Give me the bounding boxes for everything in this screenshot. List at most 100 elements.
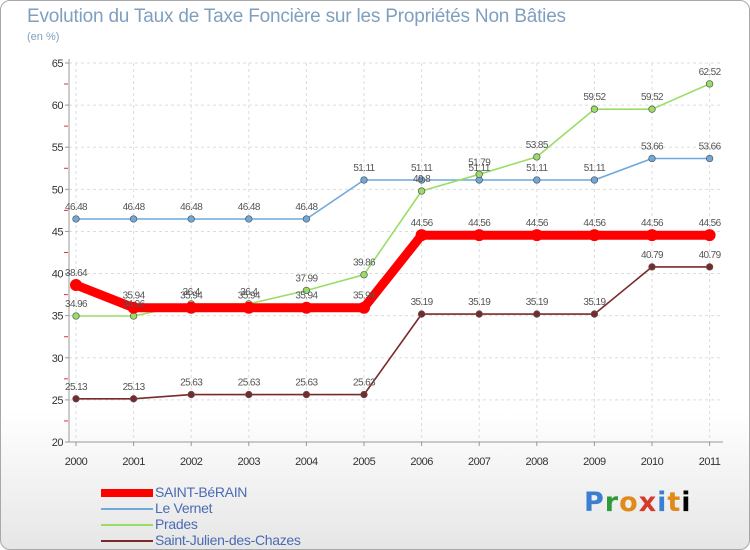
data-point-saint-b-rain <box>300 301 313 314</box>
data-point-saint-b-rain <box>473 229 486 242</box>
x-tick-label-2002: 2002 <box>180 456 203 468</box>
data-point-saint-julien-des-chazes <box>648 263 656 271</box>
data-point-prades <box>417 187 426 195</box>
data-label-saint-julien-des-chazes: 25.63 <box>180 378 203 389</box>
data-label-le-vernet: 51.11 <box>584 163 606 174</box>
data-label-le-vernet: 53.66 <box>641 142 664 153</box>
data-point-le-vernet <box>360 176 368 184</box>
legend-label-saint-berain: SAINT-BéRAIN <box>155 484 248 500</box>
data-point-saint-julien-des-chazes <box>72 395 80 403</box>
data-label-saint-b-rain: 44.56 <box>411 218 434 229</box>
data-label-saint-julien-des-chazes: 25.63 <box>295 378 318 389</box>
data-label-saint-b-rain: 38.64 <box>65 268 88 279</box>
data-point-saint-julien-des-chazes <box>302 390 311 399</box>
x-tick-label-2007: 2007 <box>468 456 491 468</box>
data-label-prades: 51.79 <box>468 157 491 168</box>
y-tick-label-55: 55 <box>52 142 64 154</box>
x-tick-label-2001: 2001 <box>122 456 145 468</box>
data-label-le-vernet: 51.11 <box>526 163 548 174</box>
data-point-saint-julien-des-chazes <box>245 390 253 399</box>
data-label-saint-b-rain: 44.56 <box>583 218 606 229</box>
data-point-le-vernet <box>705 154 714 163</box>
data-label-le-vernet: 46.48 <box>123 202 146 213</box>
data-label-saint-b-rain: 35.94 <box>295 291 318 302</box>
data-point-saint-b-rain <box>646 229 658 242</box>
legend-swatch-prades <box>101 524 153 526</box>
data-point-saint-b-rain <box>185 301 198 314</box>
series-line-saint-julien-des-chazes <box>75 266 711 400</box>
data-point-prades <box>302 286 311 295</box>
data-point-saint-b-rain <box>358 301 370 314</box>
data-point-prades <box>72 312 80 320</box>
y-axis-ticks: 20 25 30 35 40 45 50 55 60 65 <box>52 58 69 449</box>
legend-label-le-vernet: Le Vernet <box>155 500 213 516</box>
data-label-saint-b-rain: 44.56 <box>641 218 664 229</box>
data-point-prades <box>648 105 656 113</box>
data-point-le-vernet <box>245 215 253 223</box>
data-label-saint-julien-des-chazes: 35.19 <box>583 297 606 308</box>
data-label-saint-julien-des-chazes: 25.63 <box>353 378 376 389</box>
data-label-saint-julien-des-chazes: 35.19 <box>526 297 549 308</box>
grid <box>69 62 723 442</box>
data-point-saint-b-rain <box>242 301 255 314</box>
data-label-le-vernet: 51.11 <box>469 163 491 174</box>
data-label-saint-b-rain: 35.94 <box>238 291 261 302</box>
data-point-prades <box>475 170 483 178</box>
data-point-saint-b-rain <box>415 229 428 242</box>
data-label-prades: 37.99 <box>295 273 318 284</box>
legend-label-saint-julien: Saint-Julien-des-Chazes <box>155 532 301 548</box>
data-point-saint-b-rain <box>703 229 716 242</box>
data-point-saint-b-rain <box>70 279 82 292</box>
legend-swatch-saint-julien <box>101 540 153 542</box>
series-line-prades <box>75 83 711 317</box>
data-point-saint-julien-des-chazes <box>533 310 541 318</box>
data-label-le-vernet: 46.48 <box>65 202 88 213</box>
series-layer <box>70 80 716 403</box>
data-label-prades: 34.96 <box>123 299 146 310</box>
data-point-le-vernet <box>129 215 138 223</box>
data-point-saint-b-rain <box>588 229 601 242</box>
data-point-le-vernet <box>72 215 80 223</box>
data-label-saint-julien-des-chazes: 40.79 <box>699 250 722 261</box>
data-point-saint-julien-des-chazes <box>129 395 138 403</box>
data-label-le-vernet: 53.66 <box>699 142 722 153</box>
series-line-saint-b-rain <box>71 230 715 313</box>
series-prades <box>72 80 714 320</box>
data-label-saint-b-rain: 44.56 <box>468 218 491 229</box>
data-point-saint-b-rain <box>127 301 140 314</box>
data-point-prades <box>360 271 368 279</box>
data-point-le-vernet <box>187 215 195 223</box>
y-tick-label-50: 50 <box>52 184 64 196</box>
data-label-le-vernet: 51.11 <box>411 163 433 174</box>
y-tick-label-35: 35 <box>52 311 64 323</box>
data-label-prades: 53.85 <box>526 140 549 151</box>
data-point-saint-b-rain <box>530 229 543 242</box>
data-point-prades <box>533 153 541 161</box>
series-line-le-vernet <box>75 157 711 220</box>
data-label-le-vernet: 51.11 <box>353 163 375 174</box>
x-tick-label-2006: 2006 <box>410 456 433 468</box>
y-tick-label-45: 45 <box>52 226 64 238</box>
data-label-saint-julien-des-chazes: 35.19 <box>411 297 434 308</box>
data-label-saint-b-rain: 35.94 <box>123 291 146 302</box>
chart-title: Evolution du Taux de Taxe Foncière sur l… <box>27 6 566 27</box>
x-axis-ticks: 2000 2001 2002 2003 2004 2005 2006 2007 2008 2009… <box>65 442 721 468</box>
y-tick-label-60: 60 <box>52 100 64 112</box>
data-label-saint-b-rain: 44.56 <box>526 218 549 229</box>
x-tick-label-2000: 2000 <box>65 456 88 468</box>
data-point-le-vernet <box>590 176 599 184</box>
x-tick-label-2009: 2009 <box>583 456 606 468</box>
y-tick-label-20: 20 <box>52 437 64 449</box>
x-tick-label-2010: 2010 <box>641 456 664 468</box>
series-saint-b-rain <box>70 229 716 314</box>
series-le-vernet <box>72 154 714 223</box>
data-label-prades: 36.4 <box>240 287 258 298</box>
legend-label-prades: Prades <box>155 516 198 532</box>
data-point-le-vernet <box>533 176 541 184</box>
data-label-prades: 49.8 <box>413 174 431 185</box>
y-tick-label-65: 65 <box>52 58 64 70</box>
data-point-saint-julien-des-chazes <box>187 390 195 399</box>
data-label-prades: 34.96 <box>65 299 88 310</box>
data-label-saint-julien-des-chazes: 35.19 <box>468 297 491 308</box>
